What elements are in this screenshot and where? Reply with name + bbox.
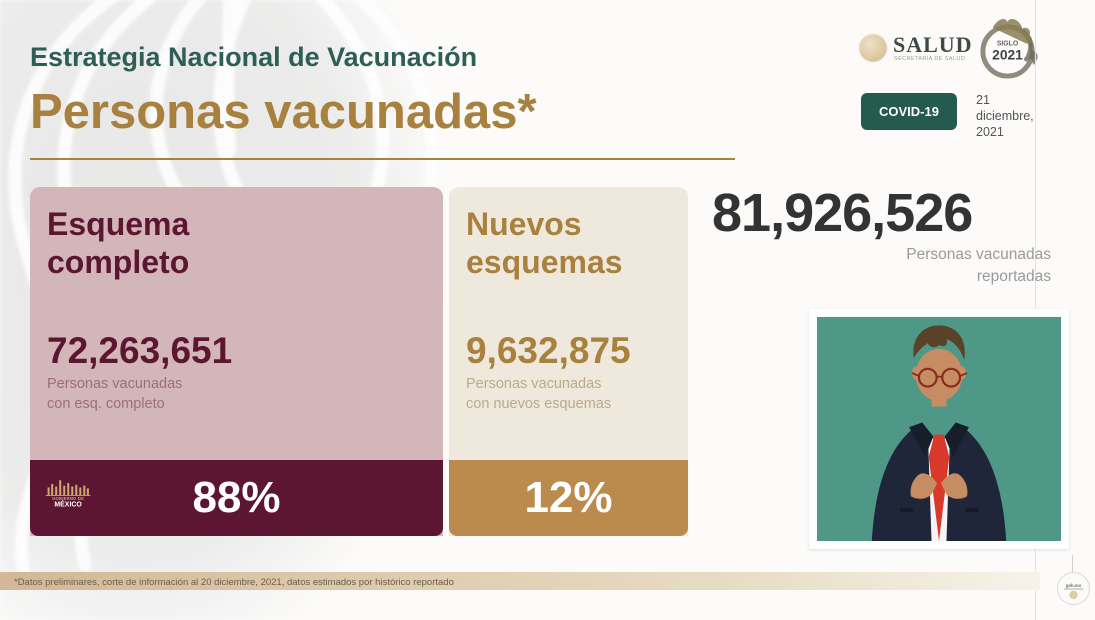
svg-text:gob.mx: gob.mx	[1066, 583, 1082, 588]
svg-text:GOBIERNO DE: GOBIERNO DE	[52, 496, 84, 501]
svg-text:2021: 2021	[992, 47, 1023, 62]
svg-text:MÉXICO: MÉXICO	[54, 500, 82, 508]
